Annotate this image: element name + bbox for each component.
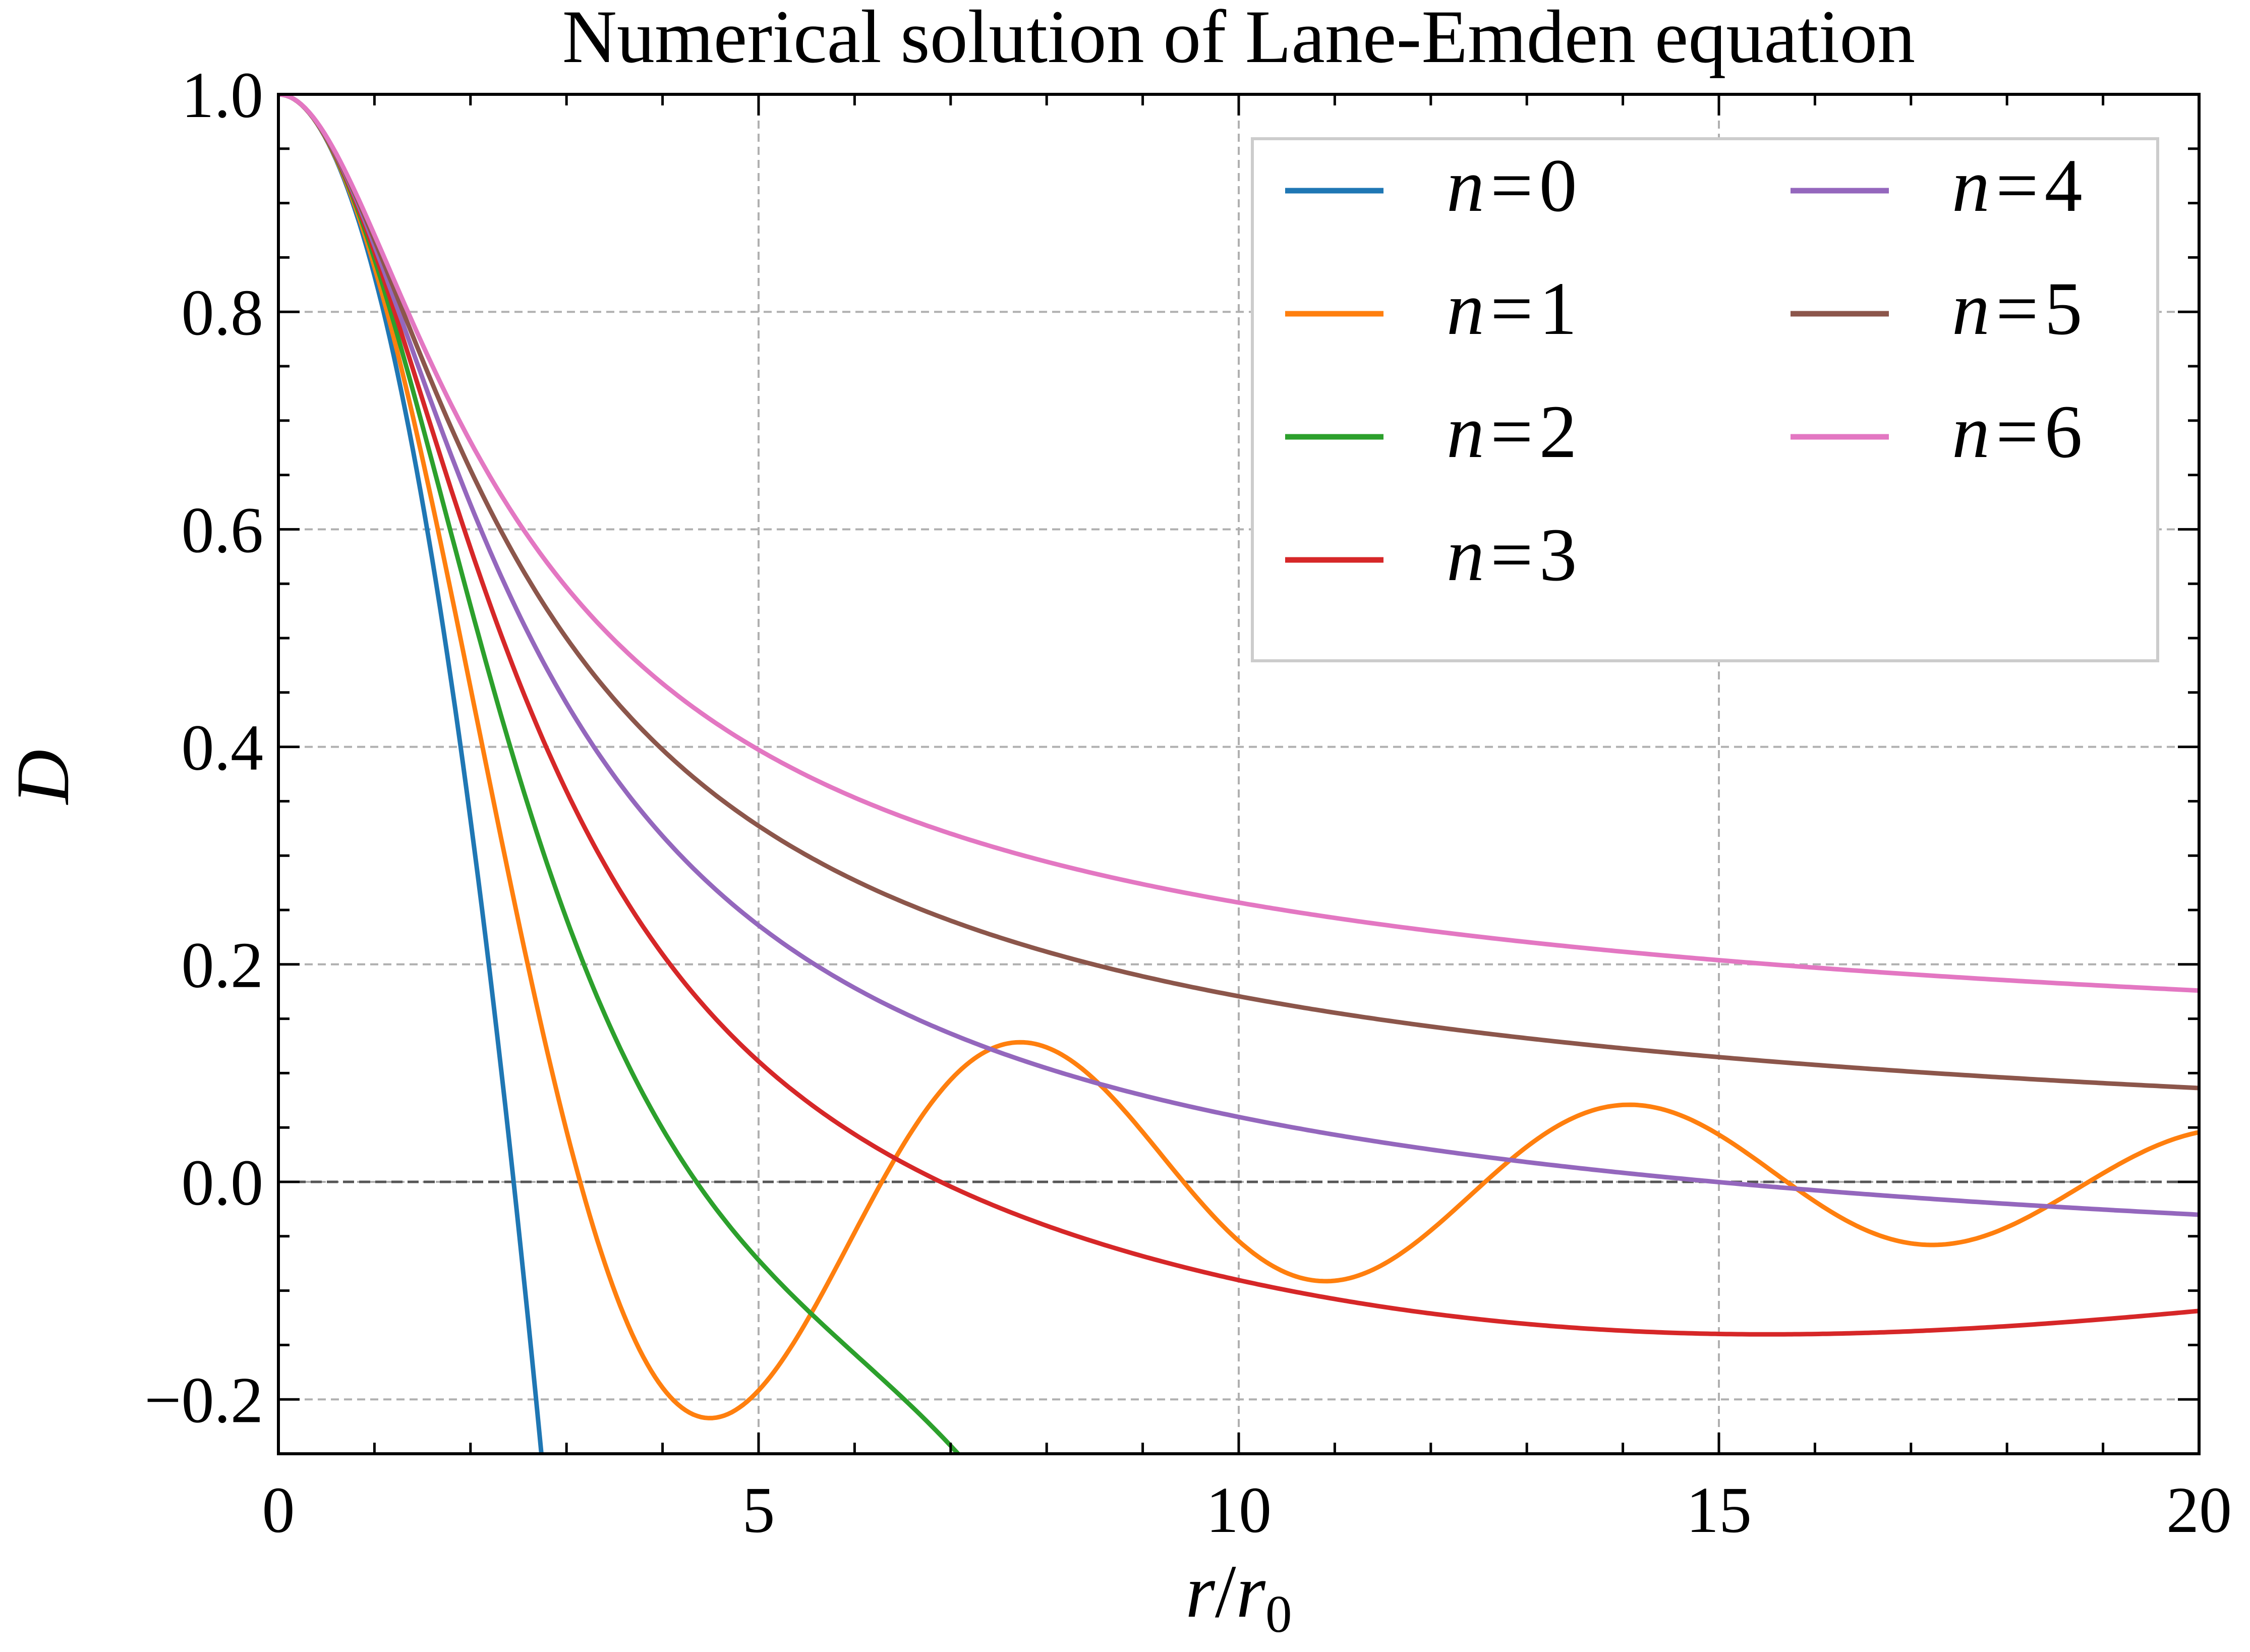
series-line-n2 xyxy=(278,94,961,1454)
x-axis-label-subindex: 0 xyxy=(1265,1584,1292,1643)
series-line-n3 xyxy=(278,94,2199,1337)
legend-label-n3: n=3 xyxy=(1447,513,1577,597)
x-tick-label: 5 xyxy=(742,1474,775,1547)
x-tick-label: 0 xyxy=(262,1474,295,1547)
y-tick-label: 0.0 xyxy=(182,1147,264,1219)
legend-box xyxy=(1251,137,2159,662)
x-axis-label-subvar: r xyxy=(1236,1550,1266,1633)
legend-label-n1: n=1 xyxy=(1447,267,1577,351)
x-tick-label: 10 xyxy=(1206,1474,1272,1547)
x-axis-label-slash: / xyxy=(1215,1550,1236,1633)
series-line-n5 xyxy=(278,94,2199,1091)
legend-label-n4: n=4 xyxy=(1952,144,2083,227)
legend-label-n0: n=0 xyxy=(1447,144,1577,227)
y-tick-label: 1.0 xyxy=(182,59,264,132)
y-tick-label: 0.6 xyxy=(182,494,264,566)
y-tick-label: 0.4 xyxy=(182,712,264,784)
x-axis-label: r/r0 xyxy=(1186,1550,1292,1643)
y-tick-label: 0.8 xyxy=(182,276,264,349)
x-axis-label-var: r xyxy=(1186,1550,1216,1633)
series-line-n4 xyxy=(278,94,2199,1217)
x-tick-label: 20 xyxy=(2166,1474,2232,1547)
plot-frame xyxy=(277,93,2201,1455)
series-line-n1 xyxy=(278,94,2199,1420)
y-tick-label: 0.2 xyxy=(182,929,264,1002)
y-tick-labels: −0.2 0.0 0.2 0.4 0.6 0.8 1.0 xyxy=(144,59,263,1437)
chart-title: Numerical solution of Lane-Emden equatio… xyxy=(562,0,1916,79)
legend-label-n2: n=2 xyxy=(1447,390,1577,474)
legend-label-n5: n=5 xyxy=(1952,267,2083,351)
x-tick-label: 15 xyxy=(1686,1474,1752,1547)
y-axis-label: D xyxy=(1,750,85,805)
x-tick-labels: 0 5 10 15 20 xyxy=(262,1474,2232,1547)
y-tick-label: −0.2 xyxy=(144,1364,263,1437)
legend-label-n6: n=6 xyxy=(1952,390,2083,474)
legend: n=0 n=1 n=2 n=3 n=4 n=5 n=6 xyxy=(1251,137,2159,662)
series-curves xyxy=(278,94,2199,1454)
series-line-n6 xyxy=(278,94,2199,993)
